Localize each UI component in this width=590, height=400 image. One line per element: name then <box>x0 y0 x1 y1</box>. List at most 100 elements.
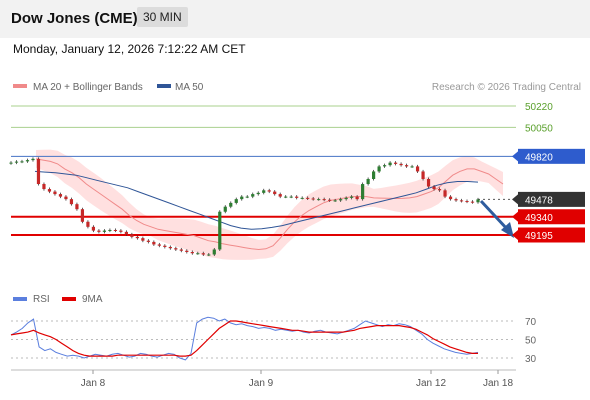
rsi-legend: RSI 9MA <box>13 294 103 305</box>
candle-body <box>383 165 387 167</box>
candle-body <box>372 171 376 179</box>
instrument-title: Dow Jones (CME) <box>11 10 138 27</box>
candle-body <box>36 158 41 185</box>
candle-body <box>124 231 128 235</box>
time-label: Jan 9 <box>249 378 274 389</box>
time-label: Jan 8 <box>81 378 106 389</box>
candle-body <box>91 226 96 231</box>
forecast-arrow-head <box>501 222 514 238</box>
candle-body <box>366 178 370 185</box>
candle-body <box>306 197 310 199</box>
candle-body <box>361 184 365 200</box>
level-tag-pointer-49478 <box>512 194 518 205</box>
candle-body <box>42 184 46 190</box>
candle-body <box>278 194 282 197</box>
candle-body <box>86 221 90 227</box>
timestamp: Monday, January 12, 2026 7:12:22 AM CET <box>13 42 246 56</box>
bollinger-legend-swatch <box>13 84 27 88</box>
candle-body <box>328 199 332 201</box>
copyright-label: Research © 2026 Trading Central <box>432 82 581 93</box>
candle-body <box>399 163 403 166</box>
candle-body <box>146 240 150 242</box>
time-label: Jan 18 <box>483 378 513 389</box>
candle-body <box>432 186 436 190</box>
bollinger-band <box>36 149 503 260</box>
time-axis-labels: Jan 8 Jan 9 Jan 12 Jan 18 <box>81 370 513 389</box>
candle-body <box>273 191 277 195</box>
candle-body <box>333 200 337 202</box>
candle-body <box>152 241 156 245</box>
candle-body <box>207 254 211 256</box>
timeframe-button[interactable]: 30 MIN <box>137 7 188 27</box>
candle-body <box>20 161 24 163</box>
candle-body <box>388 162 392 166</box>
rsi-tick-30: 30 <box>525 354 537 365</box>
rsi-line <box>10 316 479 361</box>
candle-body <box>251 194 255 197</box>
candle-body <box>459 200 464 202</box>
candle-body <box>311 198 315 200</box>
candle-body <box>212 249 216 255</box>
candle-body <box>448 196 453 200</box>
candle-body <box>300 197 304 199</box>
candle-body <box>168 246 172 249</box>
candle-body <box>234 199 238 203</box>
candle-body <box>454 199 458 201</box>
candle-body <box>113 229 117 231</box>
candle-body <box>223 206 227 212</box>
candle-body <box>119 230 123 232</box>
rsi-lines <box>10 316 479 361</box>
candle-body <box>339 199 343 201</box>
rsi-ma9-line <box>10 320 478 357</box>
candle-body <box>377 166 381 172</box>
ma50-legend-swatch <box>157 84 171 88</box>
candle-body <box>410 166 414 168</box>
rsi-tick-70: 70 <box>525 317 537 328</box>
rsi-legend-label: RSI <box>33 294 50 305</box>
candle-body <box>64 196 68 200</box>
price-level-labels: 50220 50050 49820 49478 49340 49195 <box>512 102 585 243</box>
candle-body <box>69 199 74 205</box>
candle-body <box>437 189 442 191</box>
candle-body <box>31 158 35 161</box>
candle-body <box>201 253 205 255</box>
candle-body <box>102 230 106 232</box>
forecast-arrow-shaft <box>479 199 510 232</box>
ma9-legend-label: 9MA <box>82 294 103 305</box>
level-label-50220: 50220 <box>525 102 553 113</box>
moving-average-layer <box>34 158 504 251</box>
candle-body <box>284 196 288 198</box>
level-label-50050: 50050 <box>525 123 553 134</box>
candle-body <box>9 162 13 164</box>
candle-body <box>229 202 233 207</box>
candle-body <box>404 165 409 167</box>
candle-body <box>262 190 266 193</box>
candle-body <box>174 248 178 250</box>
candle-body <box>80 209 85 222</box>
candle-body <box>426 178 431 187</box>
price-levels-layer <box>11 105 516 236</box>
candle-body <box>415 166 420 172</box>
level-label-49478: 49478 <box>525 195 553 206</box>
level-tag-49195 <box>518 227 585 243</box>
candle-body <box>14 161 19 163</box>
rsi-tick-50: 50 <box>525 336 537 347</box>
ma50-line <box>34 170 479 230</box>
chart-header: Dow Jones (CME) 30 MIN <box>0 0 590 38</box>
candle-body <box>58 194 63 197</box>
candle-body <box>163 245 167 247</box>
candle-body <box>295 196 299 198</box>
ma50-legend-label: MA 50 <box>175 82 204 93</box>
forecast-arrow <box>479 199 514 238</box>
ma9-legend-swatch <box>62 297 76 301</box>
level-tag-pointer-49820 <box>512 151 518 162</box>
candle-body <box>470 201 475 203</box>
candle-body <box>196 253 200 255</box>
candle-body <box>97 230 101 232</box>
bollinger-band-layer <box>36 149 503 260</box>
candle-body <box>108 229 112 231</box>
candle-body <box>53 191 57 195</box>
time-label: Jan 12 <box>416 378 446 389</box>
candle-body <box>393 162 398 164</box>
